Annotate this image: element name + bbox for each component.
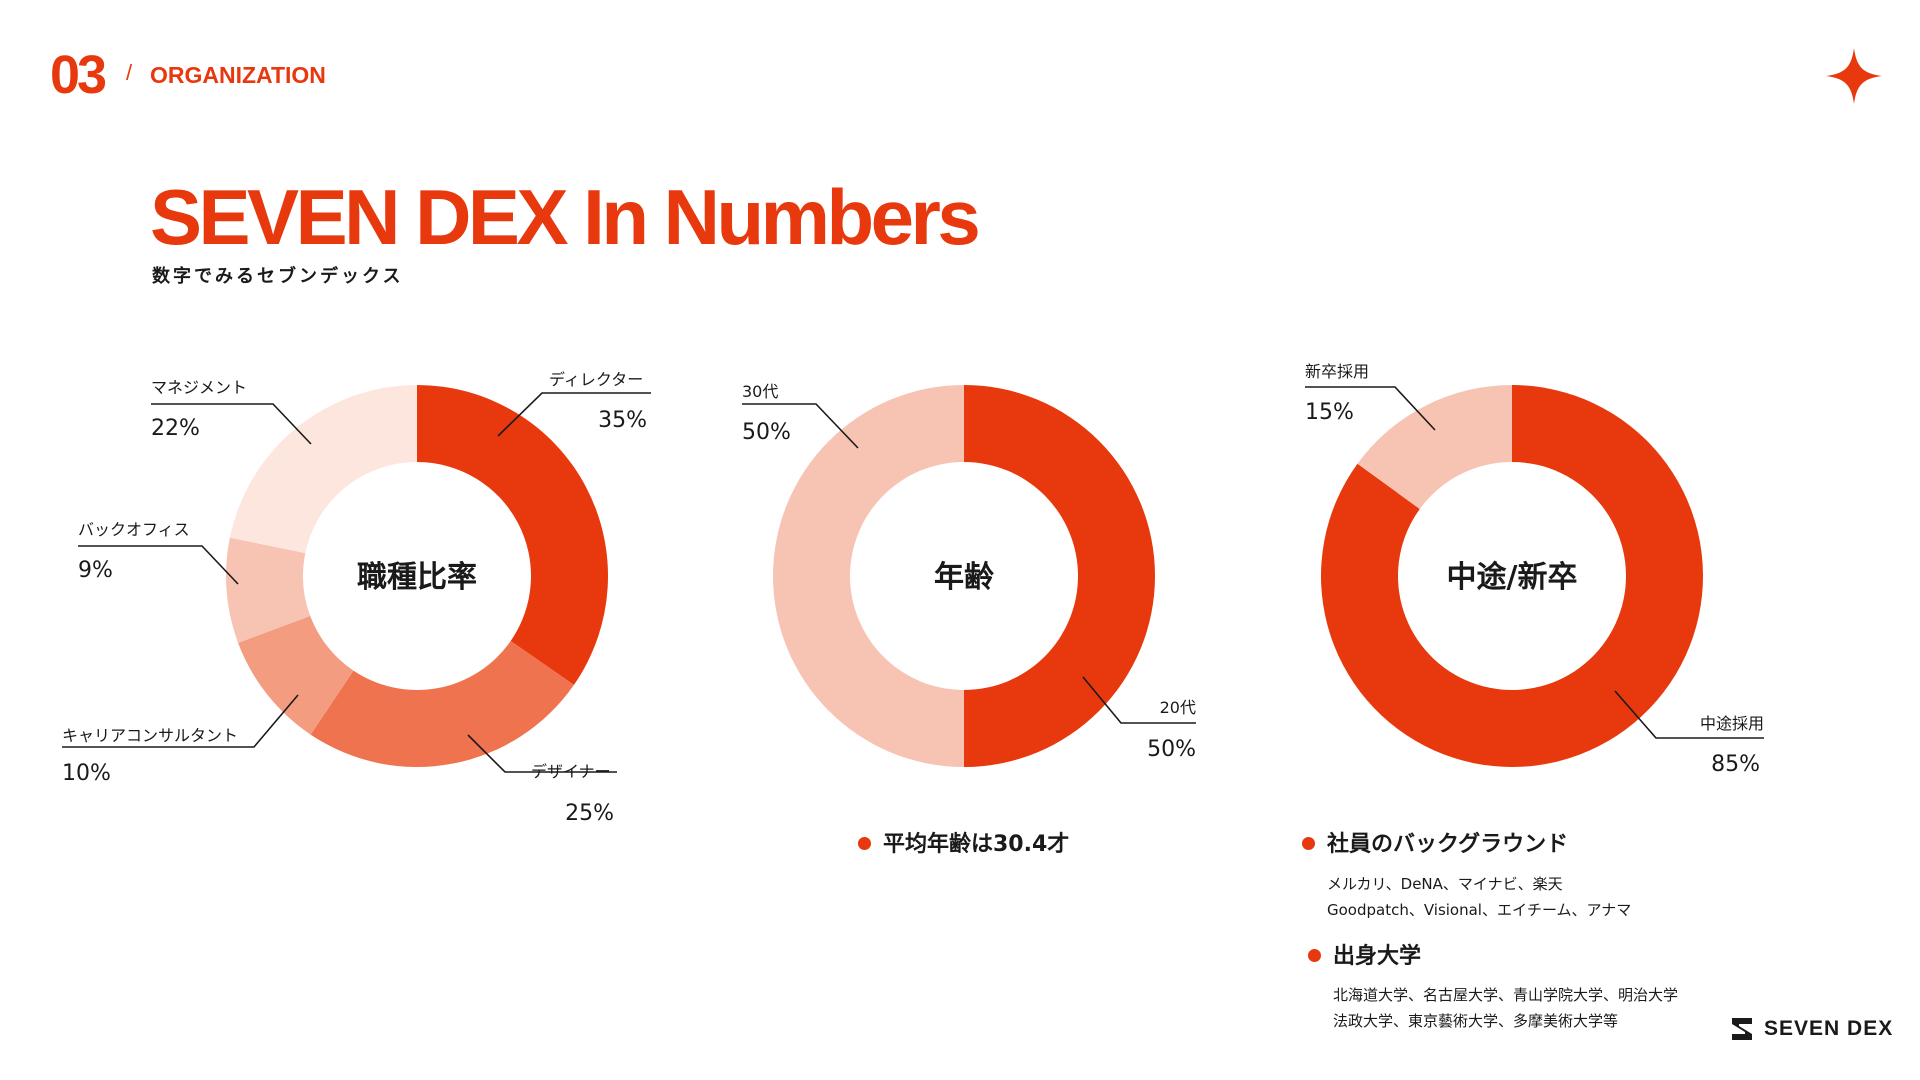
slice-value: 22% xyxy=(151,416,200,441)
donut-slice xyxy=(773,385,964,767)
slice-label: ディレクター xyxy=(549,370,643,389)
slice-value: 50% xyxy=(742,420,791,445)
chart-center-title: 職種比率 xyxy=(357,560,477,595)
slice-value: 35% xyxy=(598,408,647,433)
slice-label: キャリアコンサルタント xyxy=(62,726,238,745)
bullet-dot-icon xyxy=(858,836,871,850)
leader-line xyxy=(1305,386,1436,431)
donut-slice xyxy=(238,615,354,735)
leader-line xyxy=(1082,676,1196,724)
background-title: 社員のバックグラウンド xyxy=(1327,832,1569,857)
slice-value: 50% xyxy=(1147,737,1196,762)
average-age-note: 平均年齢は30.4才 xyxy=(858,830,1069,860)
slice-value: 85% xyxy=(1711,752,1760,777)
university-title: 出身大学 xyxy=(1333,944,1422,969)
slice-label: マネジメント xyxy=(151,378,247,397)
donut-slice xyxy=(964,385,1155,767)
section-label: ORGANIZATION xyxy=(150,62,326,88)
bullet-dot-icon xyxy=(1308,948,1321,962)
donut-slice xyxy=(1357,385,1512,509)
leader-line xyxy=(151,403,312,445)
university-line-1: 北海道大学、名古屋大学、青山学院大学、明治大学 xyxy=(1333,986,1679,1004)
university-heading: 出身大学 xyxy=(1308,942,1421,972)
leader-line xyxy=(62,694,299,748)
chart-center-title: 中途/新卒 xyxy=(1447,560,1578,595)
slice-value: 25% xyxy=(565,801,614,826)
slice-label: デザイナー xyxy=(531,762,611,781)
section-slash: / xyxy=(126,60,133,85)
donut-slice xyxy=(229,385,417,554)
leader-line xyxy=(78,545,239,585)
donut-slice xyxy=(226,537,311,643)
leader-line xyxy=(497,392,651,437)
slice-label: 30代 xyxy=(742,382,778,401)
university-line-2: 法政大学、東京藝術大学、多摩美術大学等 xyxy=(1333,1012,1619,1030)
average-age-text: 平均年齢は30.4才 xyxy=(883,832,1070,857)
leader-line xyxy=(1614,690,1764,739)
sparkle-icon xyxy=(1826,48,1882,104)
donut-slice xyxy=(310,640,574,767)
slice-value: 15% xyxy=(1305,400,1354,425)
background-heading: 社員のバックグラウンド xyxy=(1302,830,1568,860)
brand-logo: SEVEN DEX xyxy=(1730,1016,1893,1042)
background-line-2: Goodpatch、Visional、エイチーム、アナマ xyxy=(1327,901,1632,919)
slice-label: 中途採用 xyxy=(1700,714,1764,733)
section-number: 03 xyxy=(50,45,107,105)
background-line-1: メルカリ、DeNA、マイナビ、楽天 xyxy=(1327,875,1563,893)
donut-slice xyxy=(1321,385,1703,767)
slice-label: 20代 xyxy=(1160,698,1196,717)
donut-slice xyxy=(417,385,608,685)
page-subtitle: 数字でみるセブンデックス xyxy=(152,266,404,287)
leader-line xyxy=(742,403,859,449)
leader-line xyxy=(467,734,617,773)
page-title: SEVEN DEX In Numbers xyxy=(150,173,981,261)
slice-label: バックオフィス xyxy=(78,520,190,539)
bullet-dot-icon xyxy=(1302,836,1315,850)
brand-name: SEVEN DEX xyxy=(1764,1017,1894,1040)
chart-center-title: 年齢 xyxy=(934,560,994,595)
seven-dex-logo-icon xyxy=(1732,1018,1752,1040)
slice-label: 新卒採用 xyxy=(1305,362,1369,381)
slice-value: 9% xyxy=(78,558,113,583)
slice-value: 10% xyxy=(62,761,111,786)
